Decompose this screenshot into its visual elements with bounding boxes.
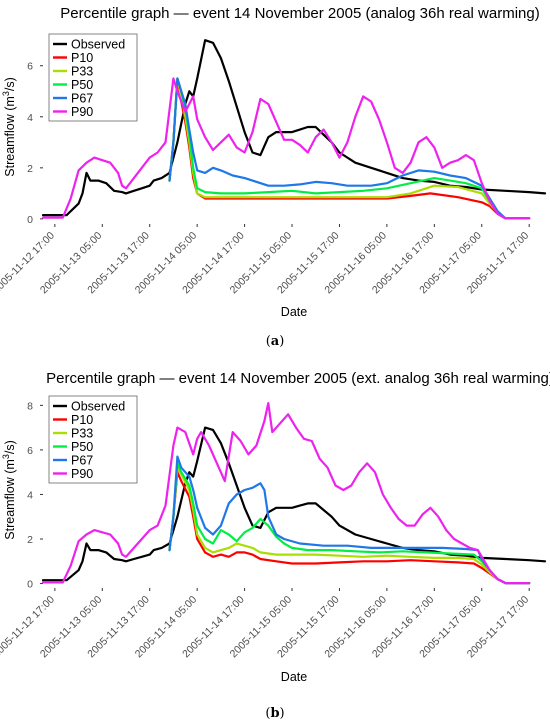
series-line-p33: [168, 77, 531, 220]
y-tick-label: 2: [27, 163, 33, 175]
x-axis-label: Date: [281, 305, 307, 319]
chart-title: Percentile graph — event 14 November 200…: [60, 5, 539, 22]
y-tick-label: 8: [27, 400, 33, 412]
series-line-p67: [168, 77, 531, 220]
panel-label-close: ): [279, 334, 284, 349]
legend-label: P67: [71, 92, 93, 106]
series-line-observed: [41, 39, 547, 217]
y-axis-label-superscript: 3: [1, 91, 11, 96]
y-tick-label: 0: [27, 214, 33, 226]
y-axis-label-text: Streamflow (m: [3, 459, 17, 540]
chart-panel-a: Percentile graph — event 14 November 200…: [0, 5, 547, 349]
series-line-p90: [41, 402, 531, 585]
legend-label: P33: [71, 427, 93, 441]
legend-label: Observed: [71, 400, 125, 414]
y-tick-label: 2: [27, 534, 33, 546]
y-tick-label: 0: [27, 579, 33, 591]
y-axis-label: Streamflow (m3/s): [1, 440, 17, 539]
series-line-p33: [168, 466, 531, 585]
y-axis-label: Streamflow (m3/s): [1, 77, 17, 176]
legend-label: P90: [71, 105, 93, 119]
y-tick-label: 6: [27, 61, 33, 73]
panel-label: (b): [265, 706, 284, 721]
legend-label: P10: [71, 51, 93, 65]
series-line-observed: [41, 426, 547, 582]
y-axis-label-unit-end: /s): [3, 77, 17, 91]
panel-label-open: (: [266, 334, 271, 349]
y-axis-label-text: Streamflow (m: [3, 96, 17, 177]
legend-label: P90: [71, 467, 93, 481]
legend-label: P50: [71, 78, 93, 92]
legend-label: P33: [71, 65, 93, 79]
legend-label: Observed: [71, 38, 125, 52]
chart-panel-b: Percentile graph — event 14 November 200…: [0, 370, 550, 721]
legend-label: P67: [71, 454, 93, 468]
panel-label-letter: b: [270, 706, 279, 721]
legend-label: P10: [71, 413, 93, 427]
panel-label-open: (: [265, 706, 270, 721]
panel-label: (a): [266, 334, 285, 349]
x-axis-label: Date: [281, 670, 307, 684]
series-line-p10: [168, 471, 531, 585]
chart-title: Percentile graph — event 14 November 200…: [46, 370, 550, 387]
panel-label-close: ): [280, 706, 285, 721]
y-tick-label: 4: [27, 489, 33, 501]
legend-box: [48, 395, 138, 484]
series-line-p50: [168, 462, 531, 585]
series-line-p90: [41, 77, 531, 220]
legend-box: [48, 33, 138, 122]
panel-label-letter: a: [271, 334, 280, 349]
y-tick-label: 6: [27, 445, 33, 457]
legend-label: P50: [71, 440, 93, 454]
y-tick-label: 4: [27, 112, 33, 124]
y-axis-label-superscript: 3: [1, 454, 11, 459]
y-axis-label-unit-end: /s): [3, 440, 17, 454]
